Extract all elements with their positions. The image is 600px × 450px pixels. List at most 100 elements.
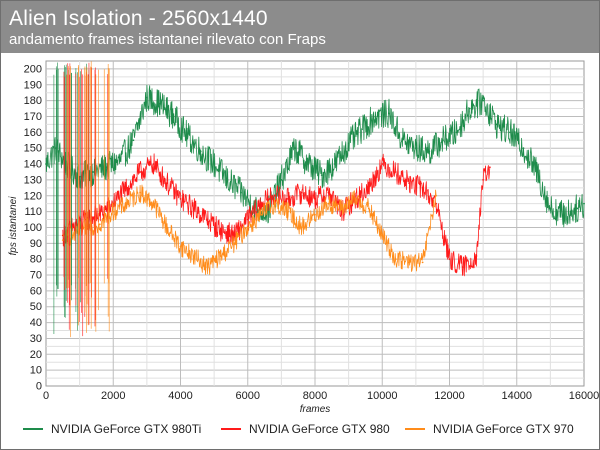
x-tick-label: 10000 [367, 390, 398, 402]
data-point [367, 207, 370, 210]
x-tick-label: 2000 [101, 390, 125, 402]
y-tick-label: 140 [24, 159, 42, 171]
data-point [435, 194, 437, 197]
y-tick-label: 130 [24, 174, 42, 186]
x-tick-label: 16000 [569, 390, 599, 402]
data-point [421, 186, 424, 189]
data-point [421, 261, 424, 264]
data-point [495, 123, 498, 126]
y-tick-label: 200 [24, 63, 42, 75]
data-point [92, 171, 94, 173]
y-tick-label: 110 [24, 206, 42, 218]
data-point [193, 255, 195, 257]
legend-item-980: NVIDIA GeForce GTX 980 [221, 422, 390, 436]
data-point [260, 213, 263, 216]
data-point [334, 163, 337, 165]
data-point [273, 194, 276, 197]
data-point [428, 150, 431, 153]
y-tick-label: 50 [30, 301, 42, 313]
data-point [441, 139, 444, 142]
data-point [536, 171, 538, 173]
y-tick-label: 100 [24, 222, 42, 234]
data-point [394, 171, 397, 173]
data-point [347, 142, 350, 145]
data-point [381, 234, 384, 237]
data-point [159, 102, 162, 105]
chart-subtitle: andamento frames istantanei rilevato con… [9, 31, 326, 48]
x-tick-label: 4000 [168, 390, 192, 402]
data-point [482, 99, 485, 102]
data-point [72, 226, 74, 229]
data-point [260, 202, 263, 205]
data-point [482, 179, 485, 181]
y-tick-label: 30 [30, 333, 42, 345]
legend-item-980ti: NVIDIA GeForce GTX 980Ti [23, 422, 201, 436]
data-point [293, 147, 296, 150]
data-point [576, 207, 579, 210]
data-point [381, 163, 384, 165]
data-point [562, 213, 565, 216]
axes: 0 10 20 30 40 50 60 70 80 90 100 110 120 130 140 150 160… [24, 63, 599, 402]
x-tick-label: 8000 [303, 390, 327, 402]
x-tick-label: 12000 [434, 390, 465, 402]
data-point [314, 198, 316, 200]
data-point [61, 239, 64, 242]
data-point [414, 147, 417, 150]
data-point [267, 210, 269, 213]
data-point [186, 134, 189, 137]
series-layer [45, 61, 585, 338]
y-tick-label: 190 [24, 79, 42, 91]
data-point [112, 210, 115, 213]
data-point [119, 159, 121, 162]
data-point [388, 112, 390, 115]
data-point [179, 198, 182, 200]
data-point [300, 226, 303, 229]
y-tick-label: 120 [24, 190, 42, 202]
data-point [145, 96, 148, 99]
data-point [226, 179, 229, 181]
data-point [213, 163, 216, 165]
data-point [206, 218, 209, 221]
data-point [367, 186, 370, 189]
legend-label-970: NVIDIA GeForce GTX 970 [433, 422, 574, 436]
data-point [509, 131, 511, 134]
y-tick-label: 160 [24, 127, 42, 139]
data-point [455, 131, 458, 134]
data-point [219, 229, 222, 232]
data-point [462, 266, 464, 268]
legend-swatch-970 [405, 428, 425, 430]
data-point [246, 226, 249, 229]
y-tick-label: 180 [24, 95, 42, 107]
data-point [468, 107, 471, 110]
data-point [219, 255, 222, 257]
data-point [199, 150, 202, 153]
data-point [280, 179, 283, 181]
data-point [240, 191, 242, 194]
series-line-0 [45, 84, 585, 228]
legend-swatch-980ti [23, 428, 43, 430]
legend-swatch-980 [221, 428, 241, 430]
data-point [354, 198, 357, 200]
y-tick-label: 60 [30, 285, 42, 297]
data-point [320, 174, 323, 177]
data-point [98, 213, 101, 216]
data-point [139, 171, 142, 173]
data-point [105, 166, 108, 169]
y-tick-label: 170 [24, 111, 42, 123]
x-tick-label: 0 [43, 390, 49, 402]
legend: NVIDIA GeForce GTX 980Ti NVIDIA GeForce … [1, 422, 599, 442]
data-point [361, 128, 363, 131]
y-tick-label: 0 [36, 381, 42, 393]
y-tick-label: 80 [30, 254, 42, 266]
data-point [193, 207, 195, 210]
data-point [314, 213, 316, 216]
data-point [287, 198, 289, 200]
data-point [179, 245, 182, 248]
data-point [166, 226, 168, 229]
data-point [152, 202, 155, 205]
data-point [401, 139, 404, 142]
data-point [166, 182, 168, 184]
data-point [273, 202, 276, 205]
